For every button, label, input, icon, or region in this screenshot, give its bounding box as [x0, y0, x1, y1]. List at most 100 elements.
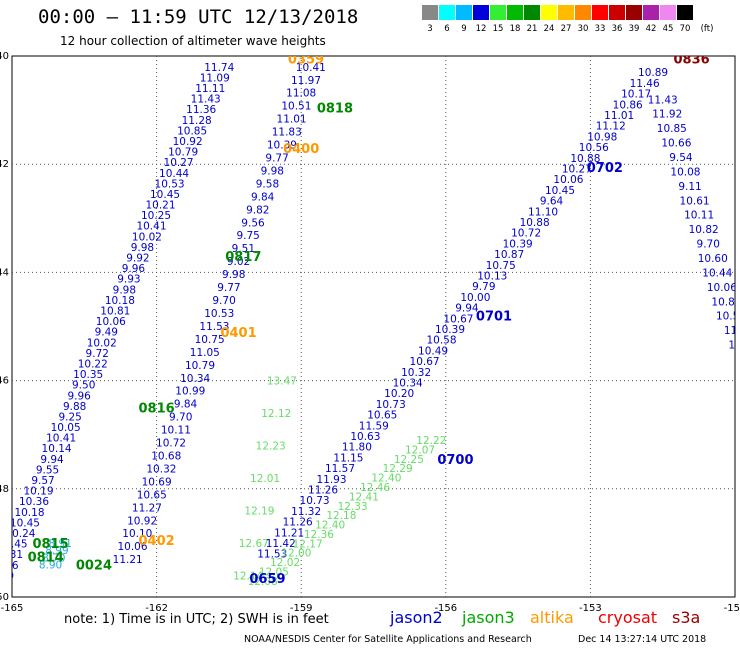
- latitude-label: -40: [0, 51, 9, 62]
- wave-height-value: 11.26: [283, 517, 313, 529]
- wave-height-value: 9.84: [251, 191, 275, 203]
- wave-height-value: 12.40: [315, 520, 345, 532]
- legend-entry-jason3: jason3: [462, 608, 515, 627]
- wave-height-value: 11.09: [200, 72, 230, 84]
- color-swatch-label: 24: [543, 24, 555, 34]
- wave-height-value: 12.29: [383, 463, 413, 475]
- color-swatch: [422, 5, 438, 20]
- wave-height-value: 10.02: [87, 337, 117, 349]
- wave-height-value: 10.34: [393, 378, 423, 390]
- wave-height-value: 10.49: [418, 345, 448, 357]
- latitude-label: -50: [0, 592, 9, 603]
- wave-height-value: 12.08: [248, 576, 278, 588]
- wave-height-value: 11.97: [291, 75, 321, 87]
- color-swatch: [592, 5, 608, 20]
- latitude-label: -42: [0, 159, 9, 170]
- wave-height-value: 9.98: [113, 284, 136, 296]
- wave-height-value: 10.06: [553, 174, 583, 186]
- color-swatch-label: 36: [611, 24, 623, 34]
- wave-height-value: 10.18: [14, 507, 44, 519]
- wave-height-value: 10.10: [122, 528, 152, 540]
- wave-height-value: 11.32: [291, 506, 321, 518]
- wave-height-value: 11.1: [724, 325, 740, 337]
- latitude-label: -46: [0, 376, 9, 387]
- page-title: 00:00 – 11:59 UTC 12/13/2018: [38, 6, 359, 28]
- wave-height-value: 11.21: [274, 527, 304, 539]
- wave-height-value: 10.41: [136, 221, 166, 233]
- wave-height-value: 10.34: [180, 373, 210, 385]
- wave-height-value: 11.05: [190, 347, 220, 359]
- wave-height-value: 10.13: [477, 271, 507, 283]
- wave-height-value: 10.85: [657, 123, 687, 135]
- wave-height-value: 11.46: [630, 78, 660, 90]
- latitude-label: -44: [0, 267, 9, 278]
- wave-height-value: 9.70: [169, 412, 192, 424]
- wave-height-value: 11.59: [359, 420, 389, 432]
- wave-height-value: 10.36: [19, 496, 49, 508]
- wave-height-value: 10.21: [145, 200, 175, 212]
- wave-height-value: 10.14: [42, 443, 72, 455]
- pass-time-label: 0701: [476, 310, 512, 325]
- wave-height-value: 9.79: [472, 281, 495, 293]
- wave-height-value: 10.00: [460, 292, 490, 304]
- wave-height-value: 10.44: [159, 168, 189, 180]
- wave-height-value: 9.54: [669, 152, 693, 164]
- wave-height-value: 12.40: [371, 473, 401, 485]
- wave-height-value: 10.39: [267, 140, 297, 152]
- wave-height-value: 10.66: [661, 138, 691, 150]
- wave-height-value: 10.7: [728, 340, 740, 352]
- wave-height-value: 9.94: [40, 454, 64, 466]
- wave-height-value: 10.92: [173, 136, 203, 148]
- longitude-label: -150: [724, 603, 740, 614]
- wave-height-value: 10.53: [204, 308, 234, 320]
- wave-height-value: 9.92: [126, 253, 149, 265]
- wave-height-value: 10.35: [73, 369, 103, 381]
- wave-height-value: 10.68: [151, 450, 181, 462]
- pass-time-label: 0402: [139, 534, 175, 549]
- wave-height-value: 9.72: [86, 348, 109, 360]
- color-swatch: [660, 5, 676, 20]
- color-swatch-label: 70: [679, 24, 691, 34]
- wave-height-value: 10.20: [384, 388, 414, 400]
- wave-height-value: 12.01: [250, 473, 280, 485]
- pass-time-label: 0359: [288, 53, 324, 68]
- color-swatch-label: 18: [509, 24, 521, 34]
- color-swatch-label: 15: [492, 24, 504, 34]
- pass-time-label: 0817: [225, 250, 261, 265]
- wave-height-value: 10.72: [156, 438, 186, 450]
- wave-height-value: 10.39: [503, 238, 533, 250]
- wave-height-value: 10.65: [137, 489, 167, 501]
- color-swatch-label: 21: [526, 24, 538, 34]
- wave-height-value: 10.73: [376, 399, 406, 411]
- legend-entry-altika: altika: [530, 608, 574, 627]
- color-swatch-label: 45: [662, 24, 674, 34]
- wave-height-value: 10.75: [195, 334, 225, 346]
- pass-time-label: 0702: [587, 161, 623, 176]
- wave-height-value: 10.11: [684, 210, 714, 222]
- wave-height-value: 12.02: [270, 557, 300, 569]
- wave-height-value: 9.50: [72, 380, 95, 392]
- wave-height-value: 12.41: [349, 491, 379, 503]
- color-swatch: [490, 5, 506, 20]
- wave-height-value: 9.25: [58, 411, 81, 423]
- wave-height-value: 12.23: [256, 441, 286, 453]
- wave-height-value: 10.89: [638, 67, 668, 79]
- pass-time-label: 0401: [220, 326, 256, 341]
- wave-height-value: 9.93: [117, 274, 140, 286]
- wave-height-value: 10.11: [161, 425, 191, 437]
- wave-height-value: 12.46: [360, 482, 390, 494]
- wave-height-value: 9.51: [232, 243, 255, 255]
- wave-height-value: 9.94: [455, 303, 479, 315]
- wave-height-value: 12.07: [405, 444, 435, 456]
- wave-height-value: 9.77: [265, 153, 288, 165]
- color-swatch: [507, 5, 523, 20]
- wave-height-value: 8.70: [42, 552, 65, 564]
- credit-line: NOAA/NESDIS Center for Satellite Applica…: [244, 634, 532, 645]
- wave-height-value: 10.79: [168, 147, 198, 159]
- longitude-label: -153: [579, 603, 602, 614]
- wave-height-value: 11.43: [191, 94, 221, 106]
- color-swatch-label: 30: [577, 24, 589, 34]
- wave-height-value: 9.69: [0, 570, 14, 582]
- wave-height-value: 10.45: [150, 189, 180, 201]
- pass-time-label: 0400: [283, 142, 319, 157]
